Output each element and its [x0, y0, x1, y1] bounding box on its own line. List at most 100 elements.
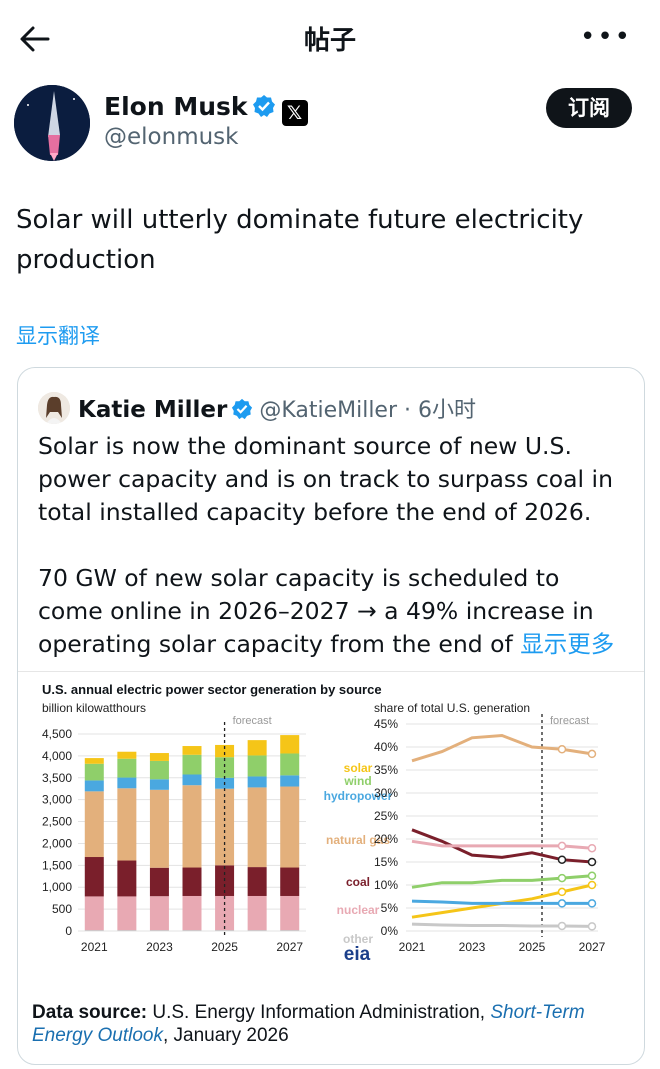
legend-natural-gas: natural gas [326, 833, 390, 847]
avatar[interactable] [14, 85, 90, 161]
top-bar: 帖子 ••• [0, 0, 660, 78]
right-ytick-label: 20% [374, 832, 398, 846]
bar-segment-hydropower-2027 [280, 775, 300, 787]
forecast-marker-solar [557, 887, 567, 897]
legend-nuclear: nuclear [337, 903, 380, 917]
right-ytick-label: 30% [374, 786, 398, 800]
forecast-marker-other [557, 921, 567, 931]
bar-segment-hydropower-2023 [149, 779, 169, 790]
bar-segment-wind-2021 [84, 763, 104, 781]
bar-segment-coal-2027 [280, 867, 300, 896]
quote-paragraph-2: 70 GW of new solar capacity is scheduled… [38, 564, 615, 658]
report-link[interactable]: Short-Term Energy Outlook [32, 1002, 585, 1046]
subscribe-button[interactable]: 订阅 [546, 88, 632, 128]
left-ytick-label: 2,500 [42, 815, 72, 829]
bar-segment-wind-2023 [149, 760, 169, 780]
bar-segment-other-2021 [84, 930, 104, 931]
bar-segment-other-2027 [280, 930, 300, 931]
right-ytick-label: 5% [381, 901, 399, 915]
chart-image[interactable]: U.S. annual electric power sector genera… [18, 671, 644, 1064]
bar-segment-natural-gas-2027 [280, 786, 300, 868]
bar-segment-wind-2024 [182, 754, 202, 775]
legend-coal: coal [346, 875, 370, 889]
right-ytick-label: 25% [374, 809, 398, 823]
quote-avatar[interactable] [38, 392, 70, 424]
bar-segment-nuclear-2022 [117, 896, 137, 931]
bar-segment-solar-2025 [215, 744, 235, 758]
bar-segment-other-2022 [117, 930, 137, 931]
right-ytick-label: 10% [374, 878, 398, 892]
left-ytick-label: 500 [52, 902, 72, 916]
right-xtick-label: 2023 [459, 940, 486, 954]
bar-segment-other-2023 [149, 930, 169, 931]
bar-segment-nuclear-2025 [215, 895, 235, 931]
left-forecast-label: forecast [233, 715, 272, 727]
back-arrow-icon[interactable] [18, 22, 52, 56]
bar-segment-solar-2027 [280, 735, 300, 754]
left-ytick-label: 1,000 [42, 880, 72, 894]
bar-segment-coal-2022 [117, 860, 137, 897]
left-ytick-label: 4,000 [42, 749, 72, 763]
right-xtick-label: 2025 [519, 940, 546, 954]
bar-segment-natural-gas-2023 [149, 789, 169, 868]
author-name[interactable]: Elon Musk 𝕏 [104, 92, 308, 126]
left-xtick-label: 2025 [211, 940, 238, 954]
bar-segment-natural-gas-2026 [247, 787, 267, 868]
forecast-marker-hydropower [587, 899, 597, 908]
legend-wind: wind [343, 774, 371, 788]
bar-segment-solar-2023 [149, 753, 169, 761]
more-options-icon[interactable]: ••• [579, 22, 632, 52]
eia-logo: eia [344, 944, 371, 965]
left-ytick-label: 2,000 [42, 836, 72, 850]
post-text: Solar will utterly dominate future elect… [16, 205, 584, 275]
quote-author[interactable]: Katie Miller @KatieMiller · 6小时 [78, 397, 476, 423]
bar-segment-coal-2021 [84, 857, 104, 897]
bar-segment-natural-gas-2025 [215, 788, 235, 866]
bar-segment-solar-2026 [247, 740, 267, 756]
legend-solar: solar [344, 761, 373, 775]
left-ytick-label: 4,500 [42, 727, 72, 741]
forecast-marker-natural-gas [587, 749, 597, 759]
chart-svg: billion kilowatthours 0 500 1,000 1,500 2,000… [42, 701, 606, 965]
bar-segment-hydropower-2026 [247, 776, 267, 788]
left-ylabel: billion kilowatthours [42, 701, 146, 715]
show-more-link[interactable]: 显示更多 [520, 630, 615, 658]
bar-segment-other-2026 [247, 930, 267, 931]
bar-segment-natural-gas-2022 [117, 788, 137, 861]
bar-segment-wind-2022 [117, 758, 137, 778]
quoted-post[interactable]: Katie Miller @KatieMiller · 6小时 Solar is … [17, 367, 645, 1065]
verified-icon [252, 95, 275, 117]
quote-handle-time: @KatieMiller · 6小时 [259, 398, 476, 423]
page-title: 帖子 [303, 26, 356, 56]
left-ytick-label: 1,500 [42, 858, 72, 872]
forecast-marker-nuclear [557, 841, 567, 851]
data-source: Data source: U.S. Energy Information Adm… [32, 1002, 585, 1046]
bar-segment-other-2024 [182, 930, 202, 931]
right-forecast-label: forecast [550, 715, 589, 727]
left-xtick-label: 2027 [276, 940, 303, 954]
left-ytick-label: 3,500 [42, 771, 72, 785]
right-xtick-label: 2027 [579, 940, 606, 954]
right-xtick-label: 2021 [399, 940, 426, 954]
bar-segment-hydropower-2022 [117, 777, 137, 789]
bar-segment-coal-2023 [149, 867, 169, 897]
forecast-marker-wind [587, 871, 597, 881]
quote-paragraph-1: Solar is now the dominant source of new … [38, 432, 613, 526]
left-ytick-label: 3,000 [42, 793, 72, 807]
bar-segment-wind-2027 [280, 753, 300, 776]
bar-segment-nuclear-2023 [149, 896, 169, 931]
quote-text: Solar is now the dominant source of new … [38, 430, 630, 661]
translate-link[interactable]: 显示翻译 [16, 324, 100, 348]
verified-icon [232, 398, 253, 420]
bar-segment-nuclear-2021 [84, 896, 104, 931]
right-ytick-label: 45% [374, 717, 398, 731]
author-handle[interactable]: @elonmusk [104, 124, 239, 150]
left-xtick-label: 2023 [146, 940, 173, 954]
forecast-marker-natural-gas [557, 745, 567, 754]
bar-segment-natural-gas-2024 [182, 785, 202, 868]
left-xtick-label: 2021 [81, 940, 108, 954]
bar-segment-natural-gas-2021 [84, 791, 104, 858]
chart-title: U.S. annual electric power sector genera… [42, 682, 382, 697]
bar-segment-other-2025 [215, 930, 235, 931]
right-ytick-label: 15% [374, 855, 398, 869]
